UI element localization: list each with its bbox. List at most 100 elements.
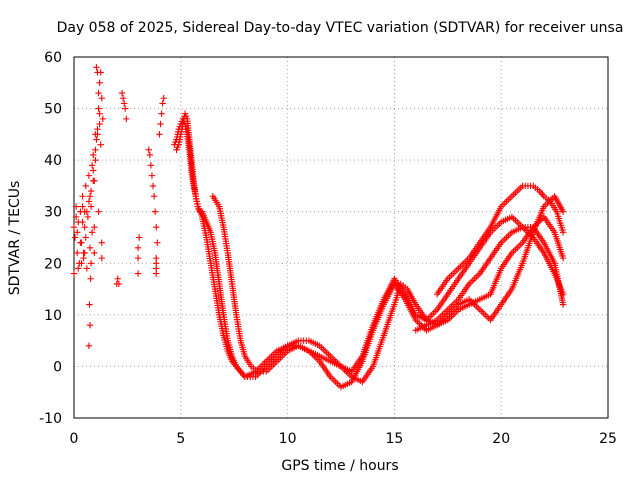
data-point <box>91 177 98 184</box>
data-point <box>114 275 121 282</box>
data-point <box>95 105 102 112</box>
y-tick-label: 10 <box>44 308 62 324</box>
series-6 <box>412 223 567 334</box>
data-point <box>559 301 567 308</box>
data-point <box>92 156 99 164</box>
data-point <box>122 105 129 112</box>
y-axis-label: SDTVAR / TECUs <box>7 181 23 296</box>
data-point <box>80 249 87 257</box>
series-4 <box>209 193 567 391</box>
data-point <box>134 254 142 262</box>
x-axis-label: GPS time / hours <box>281 458 398 474</box>
data-point <box>83 265 91 272</box>
data-point <box>70 223 78 231</box>
data-point <box>93 64 100 71</box>
data-point <box>96 110 103 117</box>
data-point <box>91 223 98 231</box>
data-point <box>146 151 154 159</box>
data-point <box>87 275 94 282</box>
data-point <box>559 229 567 236</box>
data-point <box>81 208 88 215</box>
data-point <box>153 223 160 231</box>
data-point <box>160 95 167 102</box>
grid <box>74 57 608 418</box>
series-5 <box>433 182 567 298</box>
data-point <box>82 182 89 190</box>
data-point <box>153 270 160 277</box>
data-point <box>96 120 103 128</box>
data-point <box>92 131 99 138</box>
data-point <box>92 146 99 154</box>
data-point <box>159 100 166 107</box>
series-1 <box>113 89 167 288</box>
tick-labels: 0 5 10 15 20 25 -10 0 10 20 30 40 50 60 <box>39 50 617 447</box>
data-point <box>150 193 158 200</box>
data-point <box>75 265 82 272</box>
data-point <box>135 234 143 241</box>
data-point <box>79 218 86 226</box>
data-point <box>120 100 128 107</box>
x-tick-label: 20 <box>492 431 510 447</box>
x-tick-label: 5 <box>176 431 185 447</box>
data-point <box>151 208 159 215</box>
data-point <box>72 213 80 221</box>
data-point <box>145 146 152 154</box>
data-point <box>86 193 94 200</box>
chart-title: Day 058 of 2025, Sidereal Day-to-day VTE… <box>57 20 624 36</box>
data-point <box>90 167 97 174</box>
data-point <box>86 244 94 252</box>
data-point <box>156 131 163 138</box>
y-tick-label: 20 <box>44 256 62 272</box>
x-tick-label: 25 <box>599 431 617 447</box>
data-point <box>134 270 142 277</box>
data-point <box>74 229 81 236</box>
y-tick-label: 0 <box>53 359 62 375</box>
data-point <box>85 342 93 349</box>
data-point <box>87 187 95 195</box>
data-point <box>98 239 105 246</box>
data-point <box>119 95 127 102</box>
data-point <box>87 203 95 210</box>
data-point <box>85 172 93 179</box>
data-point <box>90 151 97 159</box>
data-point <box>559 208 567 215</box>
data-point <box>96 79 103 86</box>
data-point <box>95 89 102 97</box>
data-point <box>72 203 80 210</box>
x-tick-label: 15 <box>385 431 403 447</box>
data-point <box>158 110 165 117</box>
y-tick-label: 30 <box>44 205 62 221</box>
y-tick-label: -10 <box>39 411 62 427</box>
data-point <box>88 162 96 169</box>
data-point <box>79 203 86 210</box>
data-point <box>115 280 123 288</box>
data-point <box>84 213 92 221</box>
data-point <box>91 249 98 257</box>
data-point <box>71 234 79 241</box>
y-tick-label: 60 <box>44 50 62 66</box>
data-point <box>86 321 94 329</box>
data-point <box>82 234 89 241</box>
data-point <box>98 95 105 102</box>
series-3 <box>173 110 567 386</box>
x-tick-label: 0 <box>70 431 79 447</box>
data-point <box>87 260 95 267</box>
data-point <box>147 162 155 169</box>
data-point <box>559 254 567 262</box>
data-point <box>98 254 105 262</box>
data-point <box>149 182 157 190</box>
data-point <box>70 270 78 277</box>
data-point <box>118 89 126 97</box>
data-point <box>77 239 84 246</box>
data-point <box>81 223 88 231</box>
data-point <box>157 120 164 128</box>
y-tick-label: 40 <box>44 153 62 169</box>
data-point <box>79 193 86 200</box>
y-tick-label: 50 <box>44 102 62 118</box>
data-point <box>97 141 104 148</box>
data-point <box>86 301 93 308</box>
data-point <box>94 69 101 76</box>
data-points <box>70 64 567 391</box>
data-point <box>123 115 130 123</box>
